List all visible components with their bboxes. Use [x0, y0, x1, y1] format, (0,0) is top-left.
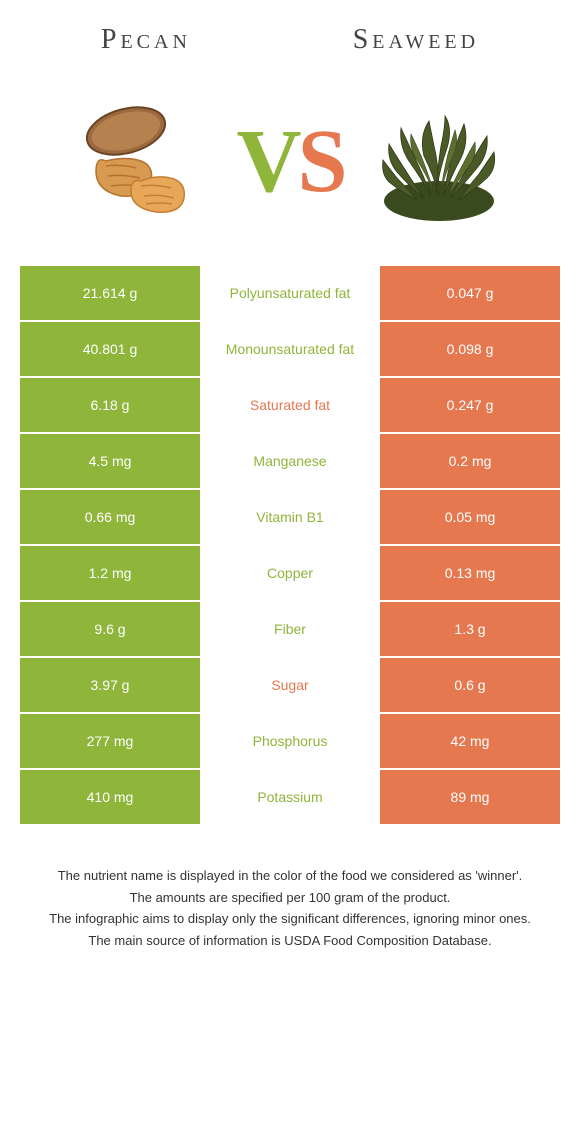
nutrient-label: Copper	[200, 546, 380, 602]
food-title-right: Seaweed	[353, 24, 479, 56]
value-right: 1.3 g	[380, 602, 560, 658]
nutrient-label: Sugar	[200, 658, 380, 714]
table-row: 3.97 gSugar0.6 g	[20, 658, 560, 714]
footnote-line: The infographic aims to display only the…	[20, 909, 560, 929]
footnote-line: The main source of information is USDA F…	[20, 931, 560, 951]
value-left: 21.614 g	[20, 266, 200, 322]
nutrient-label: Monounsaturated fat	[200, 322, 380, 378]
nutrient-label: Polyunsaturated fat	[200, 266, 380, 322]
value-left: 410 mg	[20, 770, 200, 826]
table-row: 9.6 gFiber1.3 g	[20, 602, 560, 658]
value-right: 0.6 g	[380, 658, 560, 714]
vs-v: V	[236, 112, 297, 211]
header: Pecan Seaweed	[0, 0, 580, 66]
value-left: 3.97 g	[20, 658, 200, 714]
table-row: 0.66 mgVitamin B10.05 mg	[20, 490, 560, 546]
hero-row: VS	[0, 66, 580, 266]
footnotes: The nutrient name is displayed in the co…	[20, 866, 560, 950]
pecan-image	[66, 86, 216, 236]
table-row: 1.2 mgCopper0.13 mg	[20, 546, 560, 602]
nutrient-label: Vitamin B1	[200, 490, 380, 546]
value-left: 40.801 g	[20, 322, 200, 378]
table-row: 410 mgPotassium89 mg	[20, 770, 560, 826]
table-row: 277 mgPhosphorus42 mg	[20, 714, 560, 770]
nutrient-label: Fiber	[200, 602, 380, 658]
table-row: 6.18 gSaturated fat0.247 g	[20, 378, 560, 434]
nutrient-table: 21.614 gPolyunsaturated fat0.047 g40.801…	[20, 266, 560, 826]
value-left: 1.2 mg	[20, 546, 200, 602]
value-right: 0.047 g	[380, 266, 560, 322]
vs-label: VS	[236, 110, 343, 213]
value-left: 4.5 mg	[20, 434, 200, 490]
nutrient-label: Phosphorus	[200, 714, 380, 770]
nutrient-label: Manganese	[200, 434, 380, 490]
value-right: 0.13 mg	[380, 546, 560, 602]
table-row: 21.614 gPolyunsaturated fat0.047 g	[20, 266, 560, 322]
value-right: 0.05 mg	[380, 490, 560, 546]
nutrient-label: Potassium	[200, 770, 380, 826]
vs-s: S	[297, 112, 343, 211]
footnote-line: The nutrient name is displayed in the co…	[20, 866, 560, 886]
value-right: 0.247 g	[380, 378, 560, 434]
nutrient-label: Saturated fat	[200, 378, 380, 434]
seaweed-image	[364, 86, 514, 236]
table-row: 40.801 gMonounsaturated fat0.098 g	[20, 322, 560, 378]
value-right: 0.2 mg	[380, 434, 560, 490]
value-left: 277 mg	[20, 714, 200, 770]
value-right: 0.098 g	[380, 322, 560, 378]
value-left: 6.18 g	[20, 378, 200, 434]
food-title-left: Pecan	[101, 24, 191, 56]
value-right: 89 mg	[380, 770, 560, 826]
value-right: 42 mg	[380, 714, 560, 770]
footnote-line: The amounts are specified per 100 gram o…	[20, 888, 560, 908]
value-left: 0.66 mg	[20, 490, 200, 546]
table-row: 4.5 mgManganese0.2 mg	[20, 434, 560, 490]
value-left: 9.6 g	[20, 602, 200, 658]
